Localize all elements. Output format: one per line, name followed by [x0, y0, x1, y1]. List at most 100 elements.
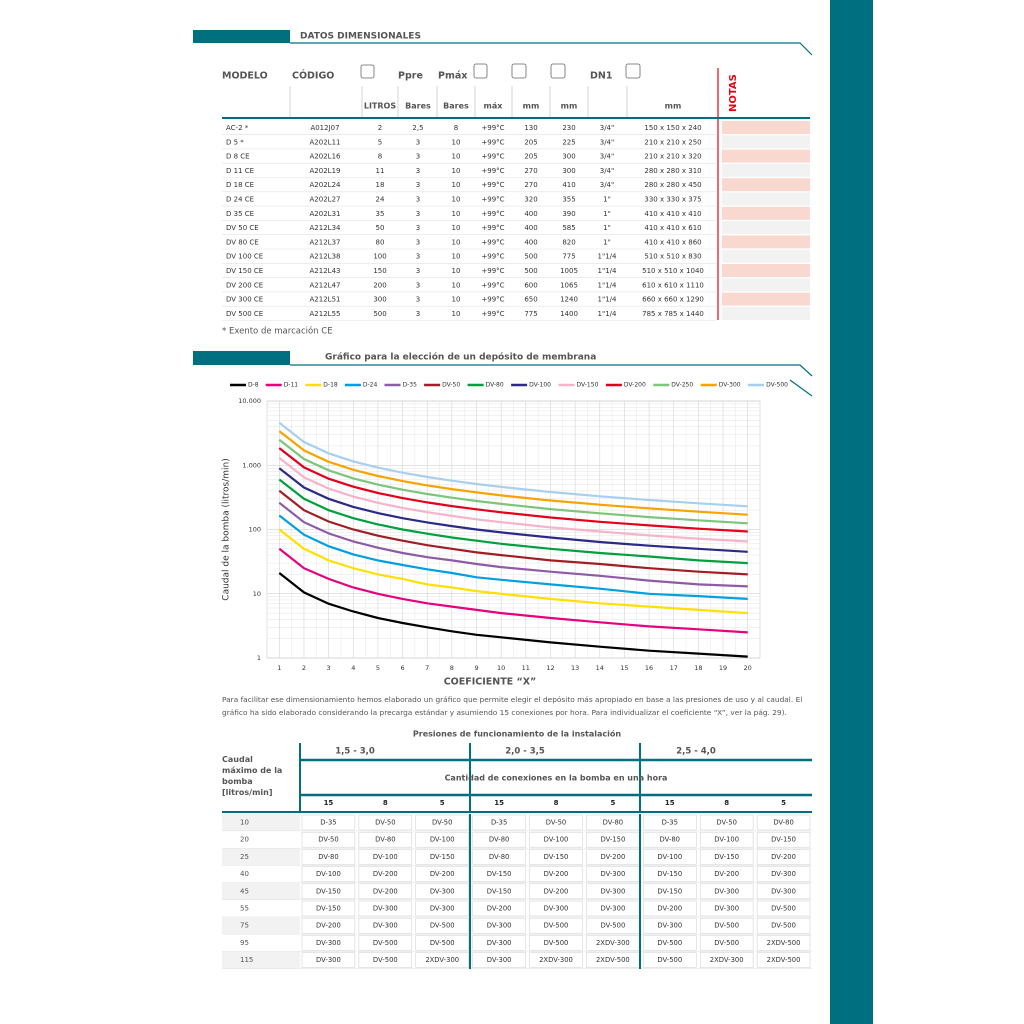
cell: 10 — [452, 196, 461, 204]
caudal-cell: 115 — [240, 956, 253, 964]
series-line — [278, 547, 748, 634]
cell: 10 — [452, 224, 461, 232]
cell: DV-50 — [375, 819, 395, 827]
cell-box — [643, 814, 697, 831]
cell-box — [756, 900, 811, 917]
cell: D 35 CE — [226, 210, 254, 218]
cell: 3/4" — [600, 181, 615, 189]
cell: +99°C — [481, 267, 504, 275]
cell-box — [415, 883, 469, 900]
cell: 8 — [454, 124, 458, 132]
cell: 1"1/4 — [598, 267, 617, 275]
cell: 3 — [416, 196, 420, 204]
cell: DV-200 — [373, 870, 398, 878]
y-tick-label: 10.000 — [238, 397, 261, 405]
cell: +99°C — [481, 181, 504, 189]
cell: 5 — [378, 138, 382, 146]
column-header: Ppre — [398, 71, 423, 82]
cell: 280 x 280 x 310 — [644, 167, 701, 175]
legend-label: DV-50 — [442, 382, 460, 389]
cell: A212L55 — [310, 310, 341, 318]
cell: DV-150 — [430, 853, 455, 861]
cell: DV-80 — [773, 819, 793, 827]
cell-box — [301, 866, 356, 882]
cell: A212L51 — [310, 296, 341, 304]
cell-box — [699, 917, 754, 934]
cell: 10 — [452, 281, 461, 289]
row-band — [222, 917, 300, 935]
cell: +99°C — [481, 167, 504, 175]
cell: +99°C — [481, 210, 504, 218]
notes-cell — [722, 264, 810, 277]
connections-label: 15 — [494, 799, 504, 807]
cell: DV-50 — [432, 819, 452, 827]
cell-box — [301, 935, 356, 951]
cell-box — [415, 900, 469, 917]
cell: +99°C — [481, 153, 504, 161]
cell-box — [472, 849, 526, 865]
cell-box — [699, 849, 754, 865]
cell-box — [301, 831, 356, 848]
cell: DV-500 — [430, 939, 455, 947]
cell: 1005 — [560, 267, 578, 275]
cell-box — [756, 935, 811, 951]
cell: DV-500 — [771, 922, 796, 930]
cell: 210 x 210 x 250 — [644, 138, 701, 146]
cell-box — [415, 952, 469, 968]
x-tick-label: 10 — [497, 664, 505, 672]
cell: 3 — [416, 253, 420, 261]
row-band — [222, 934, 300, 952]
cell: 210 x 210 x 320 — [644, 153, 701, 161]
cell-box — [358, 935, 413, 951]
x-tick-label: 2 — [302, 664, 306, 672]
cell: 270 — [524, 167, 537, 175]
cell: 2,5 — [412, 124, 423, 132]
cell: DV-300 — [714, 887, 739, 895]
cell: DV-300 — [373, 905, 398, 913]
column-header: CÓDIGO — [292, 70, 334, 82]
cell: +99°C — [481, 124, 504, 132]
cell: DV-300 — [600, 887, 625, 895]
cell: DV-80 — [660, 836, 680, 844]
x-tick-label: 4 — [351, 664, 355, 672]
cell-box — [472, 883, 526, 900]
cell: 1240 — [560, 296, 578, 304]
cell-box — [472, 831, 526, 848]
cell: DV-200 — [600, 853, 625, 861]
unit-header: mm — [523, 102, 540, 111]
legend-label: D-8 — [248, 382, 259, 389]
cell: 2XDV-300 — [539, 956, 573, 964]
cell-box — [358, 814, 413, 831]
cell: DV-500 — [600, 922, 625, 930]
cell-box — [643, 952, 697, 968]
table-title: Presiones de funcionamiento de la instal… — [413, 729, 621, 739]
icon — [360, 64, 375, 79]
cell-box — [643, 900, 697, 917]
connections-label: 5 — [610, 799, 615, 807]
connections-label: 15 — [665, 799, 675, 807]
cell: 410 x 410 x 410 — [644, 210, 701, 218]
cell: 205 — [524, 138, 537, 146]
cell: A202L24 — [310, 181, 342, 189]
x-tick-label: 20 — [744, 664, 752, 672]
cell: 3 — [416, 310, 420, 318]
unit-header: Bares — [405, 102, 431, 111]
cell: D 5 * — [226, 138, 244, 146]
cell: 2XDV-300 — [425, 956, 459, 964]
cell-box — [756, 883, 811, 900]
cell: DV-200 — [544, 887, 569, 895]
unit-header: mm — [561, 102, 578, 111]
cell: 400 — [524, 210, 537, 218]
cell-box — [415, 935, 469, 951]
cell-box — [529, 900, 583, 917]
cell: DV-200 — [373, 887, 398, 895]
series-line — [278, 467, 748, 553]
connections-label: 8 — [554, 799, 559, 807]
cell: 1" — [603, 224, 611, 232]
notes-cell — [722, 135, 810, 149]
cell: DV 500 CE — [226, 310, 263, 318]
caudal-cell: 75 — [240, 922, 249, 930]
legend-label: DV-300 — [719, 382, 741, 389]
series-line — [278, 438, 748, 525]
cell-box — [699, 866, 754, 882]
